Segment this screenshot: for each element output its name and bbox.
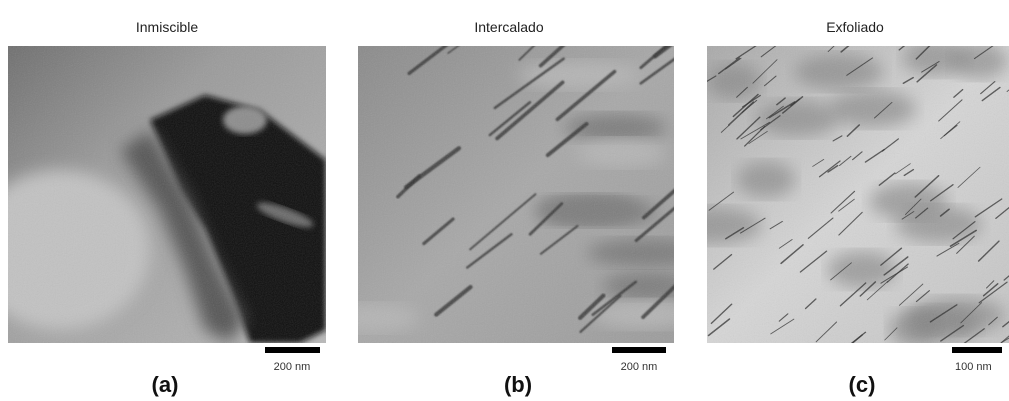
- scale-label: 200 nm: [274, 361, 311, 373]
- panel-title: Exfoliado: [826, 19, 884, 35]
- panel-caption: (b): [504, 372, 532, 397]
- micrograph-a: [0, 46, 326, 343]
- micrograph-c: [664, 31, 1009, 350]
- panel-title: Intercalado: [474, 19, 543, 35]
- scale-label: 100 nm: [955, 361, 992, 373]
- figure: Inmiscible Intercalado Exfoliado 200 nm …: [0, 0, 1009, 401]
- panel-caption: (a): [152, 372, 179, 397]
- panel-title: Inmiscible: [136, 19, 198, 35]
- scale-label: 200 nm: [621, 361, 658, 373]
- scale-bar: [265, 347, 320, 353]
- scale-bar: [952, 347, 1002, 353]
- panel-caption: (c): [849, 372, 876, 397]
- micrograph-b: [321, 6, 736, 348]
- scale-bar: [612, 347, 666, 353]
